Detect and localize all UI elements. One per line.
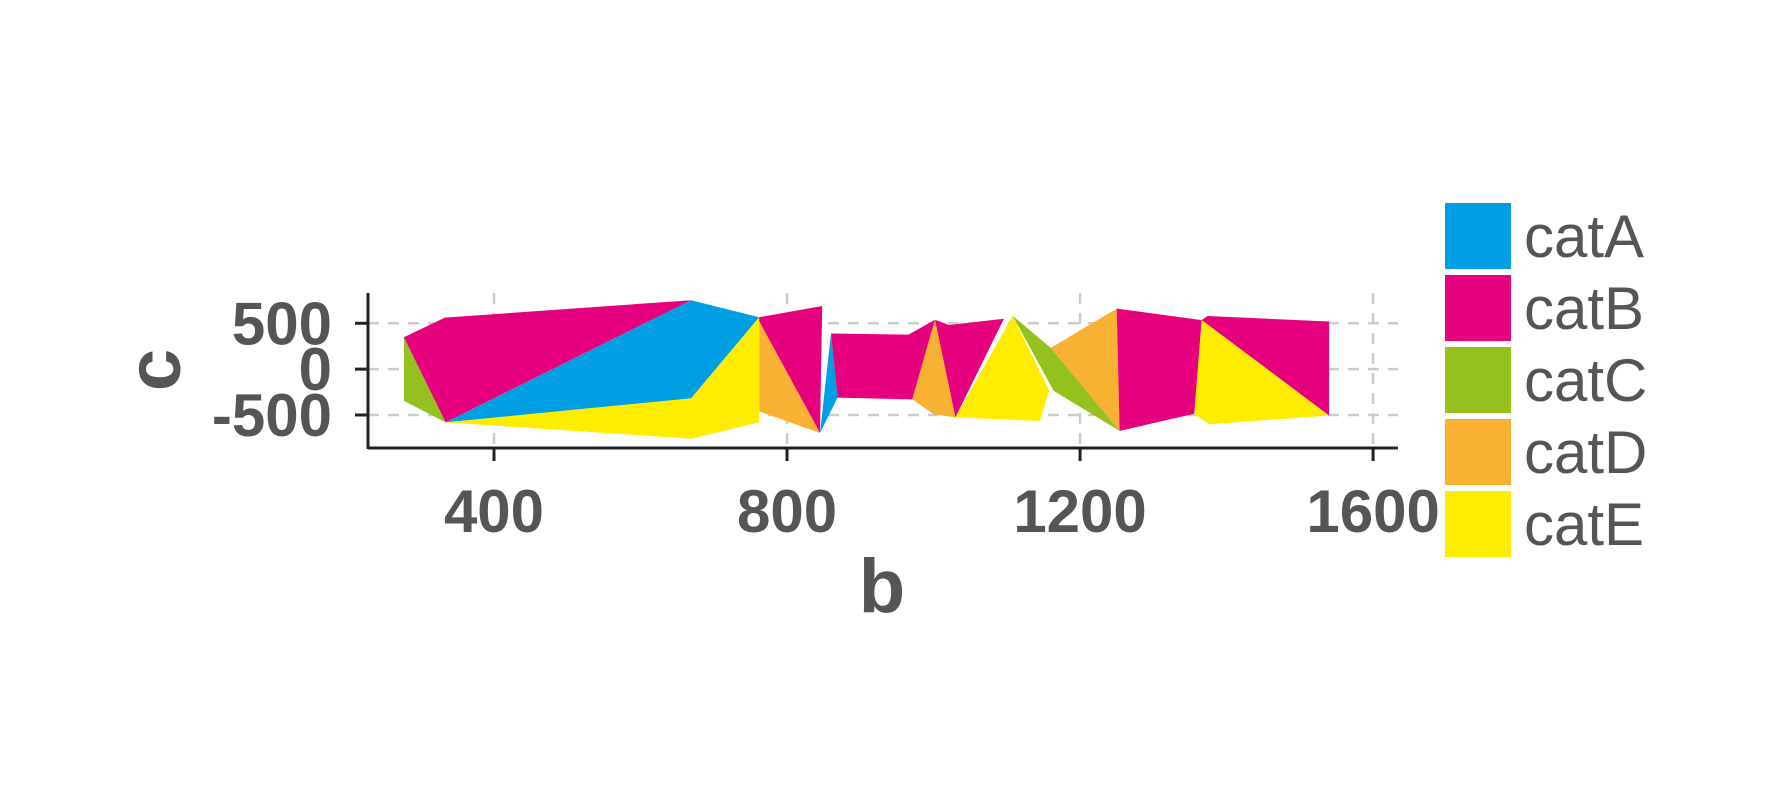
legend-swatch-catb bbox=[1445, 275, 1511, 341]
x-tick-label: 1200 bbox=[1013, 478, 1146, 545]
legend-label-catb: catB bbox=[1524, 275, 1644, 342]
area-cate-15 bbox=[1194, 320, 1330, 425]
area-catd-12 bbox=[1050, 308, 1120, 431]
area-cata-6 bbox=[820, 333, 838, 433]
legend-swatch-catc bbox=[1445, 347, 1511, 413]
area-layer bbox=[403, 300, 1330, 439]
x-tick-label: 800 bbox=[737, 478, 837, 545]
area-cate-3 bbox=[445, 317, 760, 439]
legend-label-cate: catE bbox=[1524, 491, 1644, 558]
area-catb-13 bbox=[1116, 308, 1202, 431]
area-cata-2 bbox=[445, 300, 760, 423]
axis-layer bbox=[366, 293, 1398, 450]
area-cate-10 bbox=[955, 315, 1050, 421]
area-catb-4 bbox=[759, 306, 823, 433]
legend-swatch-cata bbox=[1445, 203, 1511, 269]
area-catc-0 bbox=[403, 337, 446, 423]
y-tick-label: 500 bbox=[232, 290, 332, 357]
area-catd-8 bbox=[912, 319, 956, 418]
legend-label-catc: catC bbox=[1524, 347, 1647, 414]
area-catb-1 bbox=[403, 300, 692, 423]
legend-swatch-catd bbox=[1445, 419, 1511, 485]
y-tick-label: -500 bbox=[212, 382, 332, 449]
area-catd-5 bbox=[759, 321, 820, 433]
x-tick-label: 400 bbox=[444, 478, 544, 545]
x-tick-label: 1600 bbox=[1306, 478, 1439, 545]
area-catb-14 bbox=[1201, 316, 1330, 416]
area-catb-7 bbox=[831, 319, 935, 400]
area-catb-9 bbox=[935, 318, 1004, 418]
legend-swatch-cate bbox=[1445, 491, 1511, 557]
x-axis-title: b bbox=[859, 544, 905, 629]
legend-label-cata: catA bbox=[1524, 203, 1644, 270]
y-tick-label: 0 bbox=[299, 336, 332, 403]
y-axis-title: c bbox=[112, 349, 197, 391]
legend-label-catd: catD bbox=[1524, 419, 1647, 486]
area-catc-11 bbox=[1012, 315, 1120, 431]
